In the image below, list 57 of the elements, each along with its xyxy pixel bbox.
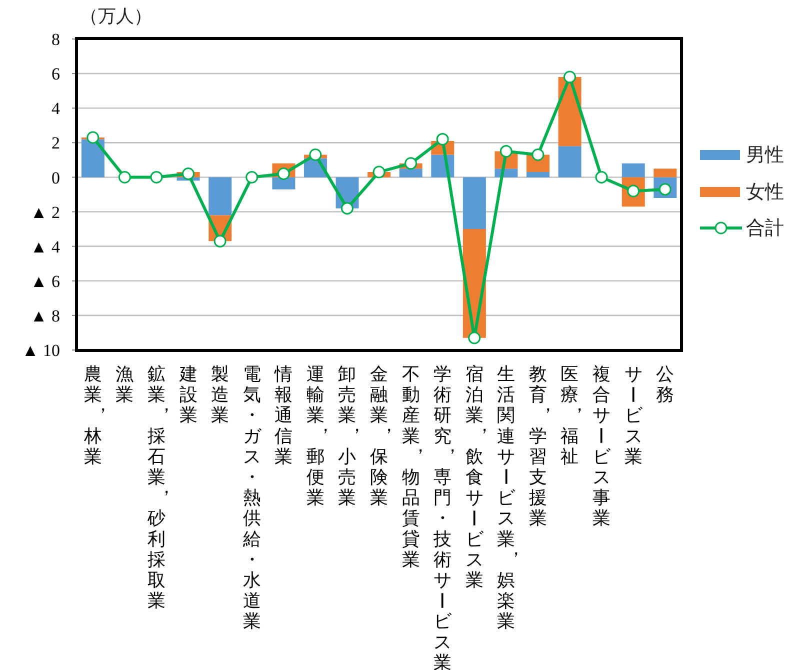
- y-tick-label: 6: [52, 64, 60, 84]
- point: [563, 70, 576, 84]
- bar: [526, 172, 550, 178]
- x-tick-label: 製造業: [211, 364, 230, 426]
- x-tick-label: 教育，学習支援業: [528, 364, 557, 528]
- bar: [208, 177, 232, 216]
- x-tick-label: 複合サービス事業: [590, 364, 612, 528]
- y-tick-label: 0: [52, 168, 60, 188]
- point: [150, 170, 163, 184]
- bar: [558, 146, 582, 178]
- point: [309, 148, 322, 162]
- category-label: 生活関連サービス業，娯楽業: [495, 364, 526, 632]
- x-tick-label: 公務: [656, 364, 674, 405]
- point: [404, 157, 418, 170]
- y-tick-label: ▲ 10: [22, 341, 60, 360]
- point: [595, 170, 608, 184]
- x-tick-label: 卸売業，小売業: [338, 364, 366, 508]
- y-tick-label: 2: [52, 134, 60, 153]
- point: [532, 148, 544, 162]
- legend-label: 合計: [746, 217, 784, 242]
- point: [436, 132, 449, 146]
- point: [500, 145, 512, 158]
- x-tick-label: 金融業，保険業: [370, 364, 398, 508]
- point: [246, 170, 258, 184]
- x-tick-label: 建設業: [178, 364, 198, 426]
- point: [86, 131, 100, 144]
- bar: [462, 177, 486, 230]
- legend-label: 女性: [746, 180, 784, 205]
- y-tick-label: ▲ 4: [30, 237, 60, 256]
- category-label: 電気・ガス・熱供給・水道業: [242, 364, 261, 632]
- category-label: 不動産業，物品賃貸業: [402, 364, 430, 570]
- y-tick-label: ▲ 6: [30, 272, 60, 291]
- x-tick-label: サービス業: [622, 364, 644, 466]
- point: [182, 168, 195, 180]
- y-tick-label: ▲ 2: [30, 202, 60, 222]
- bar: [622, 163, 645, 178]
- point: [340, 202, 354, 215]
- x-tick-label: 運輸業，郵便業: [306, 364, 334, 508]
- bar: [272, 177, 296, 190]
- bar: [654, 168, 677, 178]
- y-tick-label: ▲ 8: [30, 306, 60, 326]
- x-tick-label: 情報通信業: [274, 364, 293, 466]
- x-tick-label: 医療，福祉: [560, 364, 589, 466]
- point: [468, 332, 481, 344]
- point: [214, 234, 226, 248]
- y-axis-title: （万人）: [80, 5, 152, 28]
- x-tick-label: 漁業: [116, 364, 134, 405]
- x-tick-label: 農業，林業: [82, 364, 112, 466]
- point: [372, 166, 386, 178]
- category-label: 鉱業，採石業，砂利採取業: [147, 364, 176, 611]
- category-label: 宿泊業，飲食サービス業: [464, 364, 494, 590]
- y-tick-label: 4: [52, 99, 60, 118]
- y-tick-label: 8: [52, 30, 60, 50]
- point: [118, 170, 131, 184]
- legend-label: 男性: [746, 144, 784, 168]
- bar: [81, 139, 104, 178]
- bar: [399, 168, 422, 178]
